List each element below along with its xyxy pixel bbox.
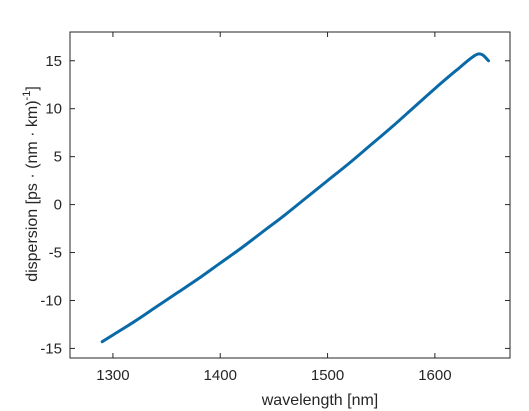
y-tick-label: -10 xyxy=(40,292,62,309)
dispersion-curve xyxy=(100,52,491,344)
y-axis-label-close: ] xyxy=(24,86,41,90)
y-tick-label: 5 xyxy=(54,149,62,166)
x-tick-label: 1600 xyxy=(418,367,451,384)
y-axis-label-main: dispersion [ps · (nm · km) xyxy=(24,100,41,281)
y-tick-label: -5 xyxy=(49,245,62,262)
y-axis-ticks: -15 -10 -5 0 5 10 15 xyxy=(40,53,510,357)
x-axis-ticks: 1300 1400 1500 1600 xyxy=(96,32,452,384)
y-tick-label: 0 xyxy=(54,197,62,214)
y-tick-label: -15 xyxy=(40,340,62,357)
y-axis-label: dispersion [ps · (nm · km)-1] xyxy=(21,86,41,282)
x-tick-label: 1400 xyxy=(204,367,237,384)
y-tick-label: 15 xyxy=(45,53,62,70)
y-axis-label-sup: -1 xyxy=(21,91,33,101)
y-tick-label: 10 xyxy=(45,101,62,118)
plot-area xyxy=(69,31,511,359)
x-tick-label: 1500 xyxy=(311,367,344,384)
x-axis-label: wavelength [nm] xyxy=(261,392,379,409)
x-tick-label: 1300 xyxy=(96,367,129,384)
